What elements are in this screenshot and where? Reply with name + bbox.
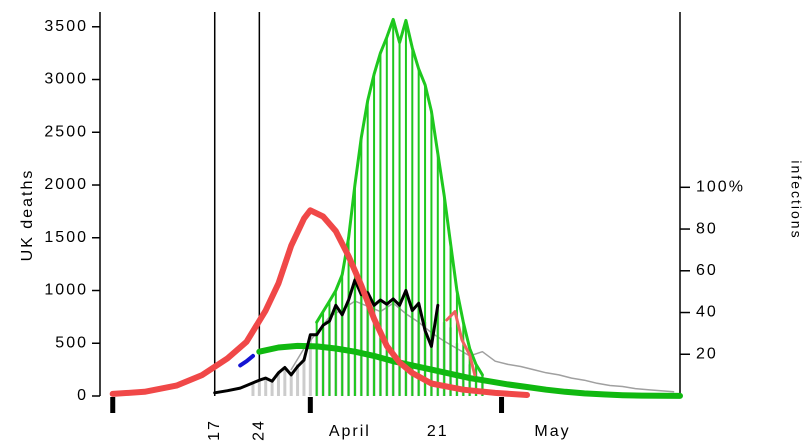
y2-tick-label: 80 (696, 220, 718, 237)
y-tick-label: 1000 (44, 282, 88, 299)
y-axis-label: UK deaths (19, 169, 36, 262)
x-tick-label: 24 (251, 419, 268, 441)
x-tick-label: May (534, 423, 570, 440)
y-tick-label: 0 (77, 387, 88, 404)
series-line (238, 353, 255, 368)
y2-axis-label: infections (788, 160, 804, 239)
series-line (445, 310, 477, 377)
y-tick-label: 2500 (44, 123, 88, 140)
x-major-tick (499, 397, 505, 413)
x-tick-label: 17 (206, 419, 223, 441)
y2-tick-label: 40 (696, 304, 718, 321)
y2-tick-label: 60 (696, 262, 718, 279)
y2-tick-label: 100% (696, 179, 745, 196)
series-line (213, 278, 440, 395)
series-line (315, 17, 484, 377)
series-line (256, 342, 683, 399)
y-tick-label: 500 (55, 334, 88, 351)
series-line (109, 207, 530, 398)
x-major-tick (307, 397, 313, 413)
x-tick-label: April (329, 423, 371, 440)
x-tick-label: 21 (427, 423, 449, 440)
y-tick-label: 3000 (44, 71, 88, 88)
y-tick-label: 1500 (44, 229, 88, 246)
y2-tick-label: 20 (696, 345, 718, 362)
y-tick-label: 2000 (44, 176, 88, 193)
x-major-tick (110, 397, 116, 413)
y-tick-label: 3500 (44, 18, 88, 35)
